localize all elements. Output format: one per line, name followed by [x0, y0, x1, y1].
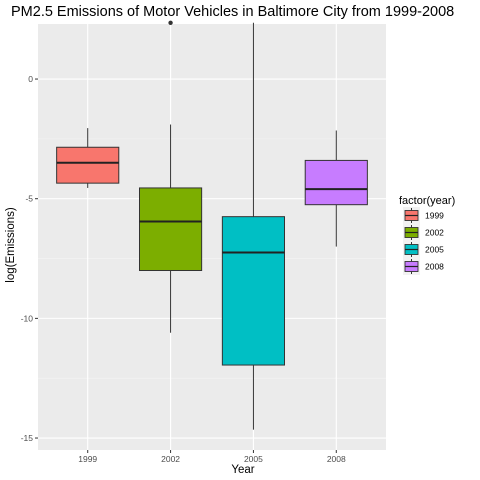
x-tick-label: 1999 — [78, 454, 97, 464]
x-tick-label: 2002 — [161, 454, 180, 464]
legend-title: factor(year) — [399, 195, 455, 207]
box-2002 — [139, 20, 203, 333]
box-2005 — [221, 22, 286, 430]
x-tick-label: 2008 — [327, 454, 346, 464]
legend-item-2005: 2005 — [403, 241, 444, 258]
box-body — [221, 216, 286, 366]
x-tick-label: 2005 — [244, 454, 263, 464]
y-tick-label: -5 — [25, 194, 33, 204]
box-body — [139, 187, 203, 272]
legend-item-2002: 2002 — [403, 224, 444, 241]
legend-label: 2008 — [425, 262, 444, 272]
y-tick-label: 0 — [28, 74, 33, 84]
legend-item-2008: 2008 — [403, 258, 444, 275]
box-2008 — [304, 130, 368, 247]
y-tick-label: -10 — [21, 313, 34, 323]
legend-label: 1999 — [425, 211, 444, 221]
outlier-point — [168, 20, 173, 26]
legend-label: 2002 — [425, 228, 444, 238]
minor-gridlines — [38, 138, 386, 379]
box-body — [304, 159, 368, 206]
x-axis-title: Year — [231, 464, 254, 476]
plot-panel — [38, 24, 386, 450]
boxplot-series — [56, 20, 368, 430]
chart-title: PM2.5 Emissions of Motor Vehicles in Bal… — [11, 4, 454, 20]
y-axis-title: log(Emissions) — [5, 207, 17, 283]
y-axis-ticks: 0 -5 -10 -15 — [21, 74, 38, 443]
y-tick-label: -15 — [21, 433, 34, 443]
legend-label: 2005 — [425, 245, 444, 255]
legend-item-1999: 1999 — [403, 207, 444, 224]
legend: factor(year) 1999 2002 2005 2008 — [399, 195, 455, 275]
box-1999 — [56, 128, 120, 188]
box-body — [56, 146, 120, 184]
x-axis-ticks: 1999 2002 2005 2008 — [78, 450, 346, 464]
